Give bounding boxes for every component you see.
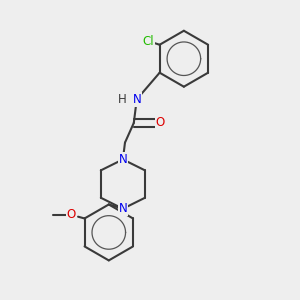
Text: O: O [156, 116, 165, 129]
Text: N: N [118, 153, 127, 166]
Text: O: O [67, 208, 76, 221]
Text: Cl: Cl [142, 35, 154, 48]
Text: H: H [118, 93, 126, 106]
Text: N: N [118, 202, 127, 215]
Text: N: N [132, 93, 141, 106]
